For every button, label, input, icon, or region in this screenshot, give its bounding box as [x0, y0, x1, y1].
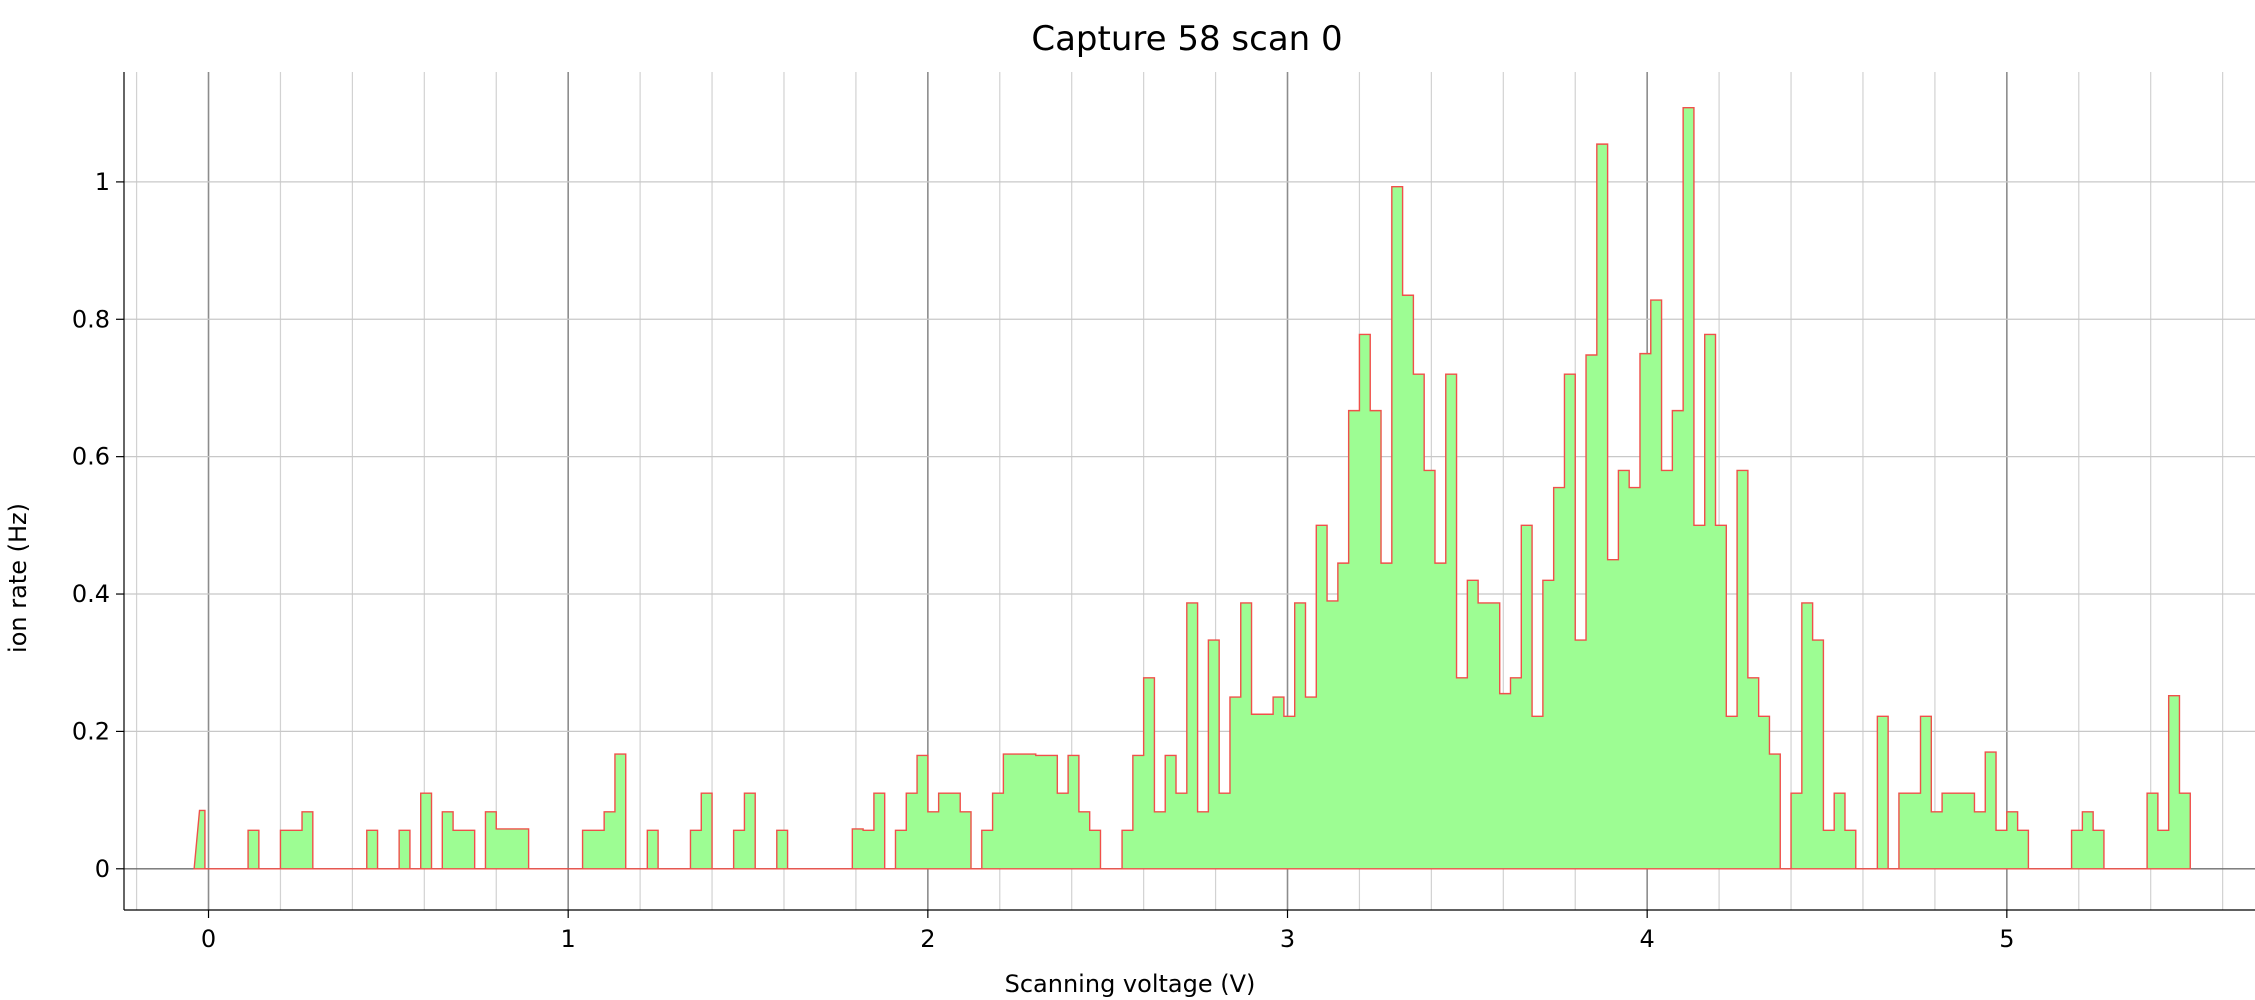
x-tick-label: 3	[1280, 925, 1295, 953]
y-tick-label: 0.8	[72, 305, 110, 333]
x-tick-label: 0	[201, 925, 216, 953]
chart-title: Capture 58 scan 0	[1031, 19, 1342, 59]
y-tick-label: 0.4	[72, 580, 110, 608]
y-axis-label: ion rate (Hz)	[4, 503, 32, 653]
x-tick-label: 4	[1640, 925, 1655, 953]
y-tick-label: 0.2	[72, 717, 110, 745]
y-tick-label: 0.6	[72, 443, 110, 471]
x-axis-label: Scanning voltage (V)	[1005, 970, 1256, 998]
x-tick-label: 5	[1999, 925, 2014, 953]
tick-labels: 0 1 2 3 4 5 0 0.2 0.4 0.6 0.8 1	[72, 168, 2015, 953]
x-tick-label: 1	[561, 925, 576, 953]
y-tick-label: 1	[95, 168, 110, 196]
ion-rate-histogram	[193, 107, 2191, 870]
plot-area	[193, 107, 2191, 870]
axes	[116, 72, 2255, 918]
x-tick-label: 2	[920, 925, 935, 953]
y-tick-label: 0	[95, 855, 110, 883]
